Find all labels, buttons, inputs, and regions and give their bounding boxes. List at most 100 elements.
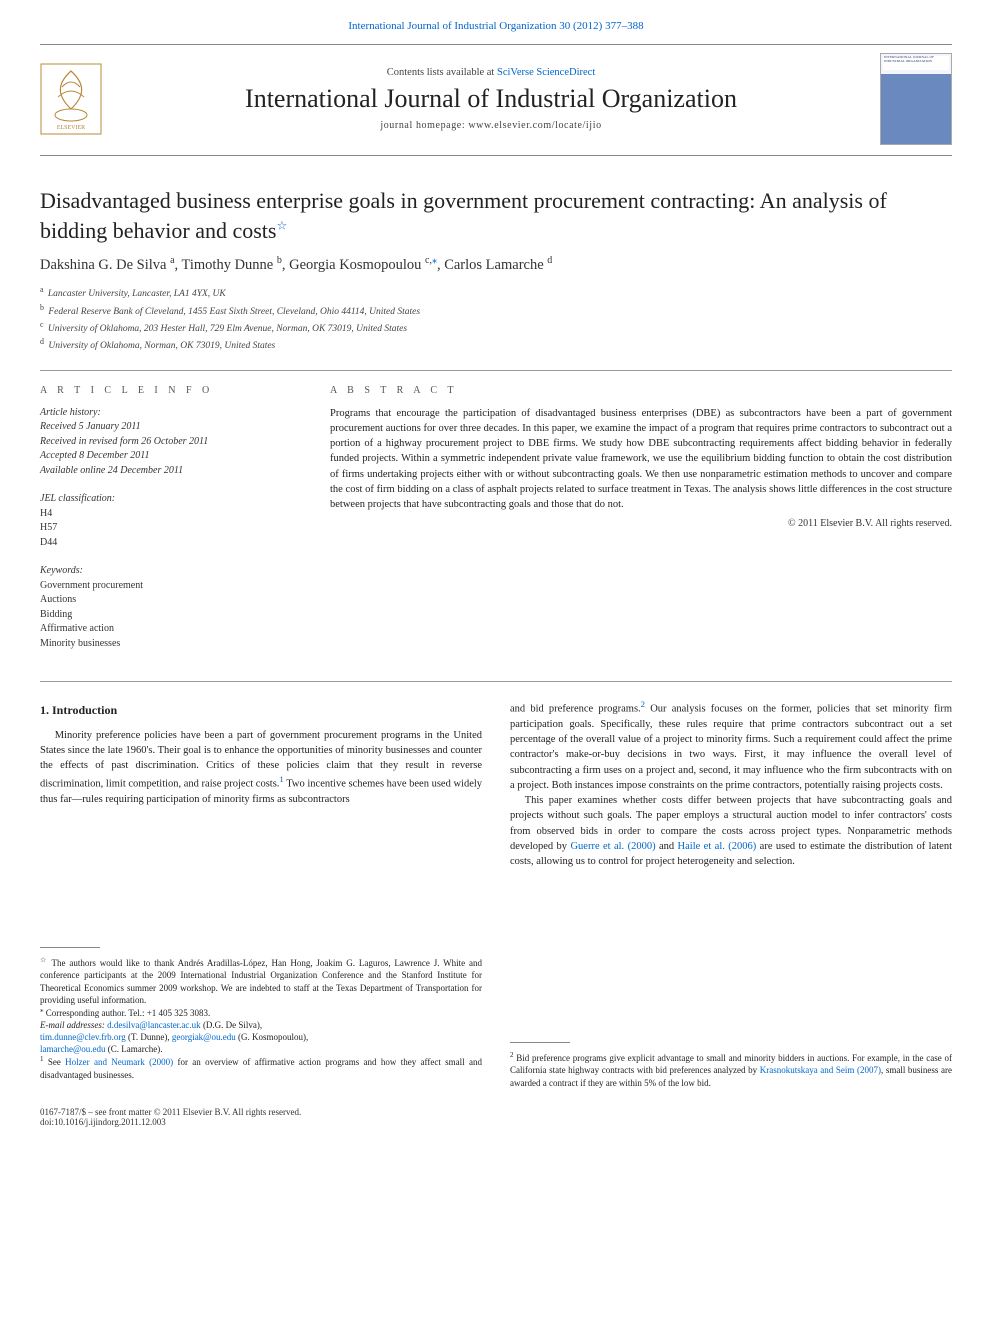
article-title-text: Disadvantaged business enterprise goals …: [40, 188, 887, 243]
article-info-heading: A R T I C L E I N F O: [40, 385, 300, 396]
jel-code-3: D44: [40, 537, 57, 548]
email-link-2[interactable]: tim.dunne@clev.frb.org: [40, 1032, 126, 1042]
intro-p2-a: and bid preference programs.: [510, 704, 641, 715]
rule-below-meta: [40, 681, 952, 682]
article-title: Disadvantaged business enterprise goals …: [40, 186, 952, 245]
history-received: Received 5 January 2011: [40, 420, 300, 435]
footnote-separator-left: [40, 947, 100, 948]
affiliation-c: c University of Oklahoma, 203 Hester Hal…: [40, 319, 952, 336]
masthead-center: Contents lists available at SciVerse Sci…: [114, 67, 868, 131]
rule-above-meta: [40, 370, 952, 371]
jel-block: JEL classification: H4 H57 D44: [40, 492, 300, 550]
jel-code-1: H4: [40, 508, 52, 519]
email-who-2: (T. Dunne),: [126, 1032, 172, 1042]
issn-line: 0167-7187/$ – see front matter © 2011 El…: [40, 1107, 952, 1117]
intro-p2-b: Our analysis focuses on the former, poli…: [510, 704, 952, 791]
author-2-name: Timothy Dunne: [182, 257, 274, 273]
journal-cover-thumbnail: INTERNATIONAL JOURNAL OF INDUSTRIAL ORGA…: [880, 53, 952, 145]
ref-haile[interactable]: Haile et al. (2006): [678, 841, 757, 852]
cover-text: INTERNATIONAL JOURNAL OF INDUSTRIAL ORGA…: [884, 56, 951, 64]
journal-homepage: journal homepage: www.elsevier.com/locat…: [114, 120, 868, 131]
footnote-2: 2 Bid preference programs give explicit …: [510, 1051, 952, 1088]
footnote-corr-text: Corresponding author. Tel.: +1 405 325 3…: [44, 1008, 211, 1018]
author-3-name: Georgia Kosmopoulou: [289, 257, 421, 273]
history-revised: Received in revised form 26 October 2011: [40, 435, 300, 450]
emails-label: E-mail addresses:: [40, 1020, 107, 1030]
contents-prefix: Contents lists available at: [387, 67, 497, 78]
email-link-3[interactable]: georgiak@ou.edu: [172, 1032, 236, 1042]
svg-text:ELSEVIER: ELSEVIER: [57, 125, 85, 131]
masthead: ELSEVIER Contents lists available at Sci…: [40, 44, 952, 149]
email-who-4: (C. Lamarche).: [106, 1044, 163, 1054]
footnote-1-a: See: [44, 1057, 66, 1067]
footnotes-left: ☆ The authors would like to thank Andrés…: [40, 956, 482, 1080]
history-label: Article history:: [40, 406, 300, 421]
abstract-text: Programs that encourage the participatio…: [330, 406, 952, 513]
journal-title: International Journal of Industrial Orga…: [114, 84, 868, 114]
aff-text-d: University of Oklahoma, Norman, OK 73019…: [48, 342, 275, 352]
abstract-column: A B S T R A C T Programs that encourage …: [330, 385, 952, 666]
footnote-emails: E-mail addresses: d.desilva@lancaster.ac…: [40, 1019, 482, 1055]
affiliation-b: b Federal Reserve Bank of Cleveland, 145…: [40, 302, 952, 319]
keyword-4: Affirmative action: [40, 623, 114, 634]
keywords-label: Keywords:: [40, 564, 300, 579]
doi-line: doi:10.1016/j.ijindorg.2011.12.003: [40, 1117, 952, 1127]
affiliation-a: a Lancaster University, Lancaster, LA1 4…: [40, 284, 952, 301]
footnote-star-icon: ☆: [40, 956, 48, 964]
homepage-prefix: journal homepage:: [380, 120, 468, 131]
ref-krasnokutskaya-seim[interactable]: Krasnokutskaya and Seim (2007): [760, 1065, 881, 1075]
article-history: Article history: Received 5 January 2011…: [40, 406, 300, 479]
keyword-2: Auctions: [40, 594, 76, 605]
journal-header-link[interactable]: International Journal of Industrial Orga…: [40, 20, 952, 32]
sciencedirect-link[interactable]: SciVerse ScienceDirect: [497, 67, 595, 78]
author-2-aff: b: [277, 255, 282, 266]
article-info-column: A R T I C L E I N F O Article history: R…: [40, 385, 300, 666]
history-online: Available online 24 December 2011: [40, 464, 300, 479]
email-link-1[interactable]: d.desilva@lancaster.ac.uk: [107, 1020, 201, 1030]
journal-name: International Journal of Industrial Orga…: [348, 20, 556, 32]
jel-code-2: H57: [40, 522, 57, 533]
history-accepted: Accepted 8 December 2011: [40, 449, 300, 464]
footnote-1: 1 See Holzer and Neumark (2000) for an o…: [40, 1055, 482, 1080]
aff-text-c: University of Oklahoma, 203 Hester Hall,…: [48, 324, 407, 334]
email-who-1: (D.G. De Silva),: [201, 1020, 263, 1030]
affiliation-d: d University of Oklahoma, Norman, OK 730…: [40, 336, 952, 353]
aff-tag-d: d: [40, 337, 44, 346]
email-link-4[interactable]: lamarche@ou.edu: [40, 1044, 106, 1054]
keyword-3: Bidding: [40, 609, 72, 620]
author-4-name: Carlos Lamarche: [444, 257, 543, 273]
footnote-separator-right: [510, 1042, 570, 1043]
masthead-divider: [40, 155, 952, 156]
section-1-heading: 1. Introduction: [40, 702, 482, 719]
intro-para-3: This paper examines whether costs differ…: [510, 793, 952, 869]
footnotes-right: 2 Bid preference programs give explicit …: [510, 1051, 952, 1088]
affiliations: a Lancaster University, Lancaster, LA1 4…: [40, 284, 952, 354]
author-1-aff: a: [170, 255, 174, 266]
aff-tag-b: b: [40, 303, 44, 312]
ref-holzer-neumark[interactable]: Holzer and Neumark (2000): [65, 1057, 173, 1067]
ref-guerre[interactable]: Guerre et al. (2000): [570, 841, 655, 852]
author-4-aff: d: [547, 255, 552, 266]
title-footnote-star-icon[interactable]: ☆: [276, 218, 287, 232]
contents-list-line: Contents lists available at SciVerse Sci…: [114, 67, 868, 78]
intro-p3-mid: and: [656, 841, 678, 852]
aff-text-b: Federal Reserve Bank of Cleveland, 1455 …: [48, 307, 420, 317]
body-columns: 1. Introduction Minority preference poli…: [40, 698, 952, 1088]
homepage-url: www.elsevier.com/locate/ijio: [468, 120, 601, 131]
intro-para-1: Minority preference policies have been a…: [40, 728, 482, 808]
intro-para-2: and bid preference programs.2 Our analys…: [510, 698, 952, 793]
author-1-name: Dakshina G. De Silva: [40, 257, 166, 273]
keyword-1: Government procurement: [40, 580, 143, 591]
corresponding-star-icon[interactable]: ⁎: [432, 255, 437, 266]
elsevier-logo-icon: ELSEVIER: [40, 63, 102, 135]
aff-tag-c: c: [40, 320, 44, 329]
abstract-copyright: © 2011 Elsevier B.V. All rights reserved…: [330, 518, 952, 529]
authors-line: Dakshina G. De Silva a, Timothy Dunne b,…: [40, 255, 952, 274]
vol-pages: 30 (2012) 377–388: [559, 20, 643, 32]
aff-tag-a: a: [40, 285, 44, 294]
email-who-3: (G. Kosmopoulou),: [236, 1032, 309, 1042]
author-3: Georgia Kosmopoulou c,⁎: [289, 257, 437, 273]
author-1: Dakshina G. De Silva a: [40, 257, 175, 273]
jel-label: JEL classification:: [40, 492, 300, 507]
author-2: Timothy Dunne b: [182, 257, 282, 273]
